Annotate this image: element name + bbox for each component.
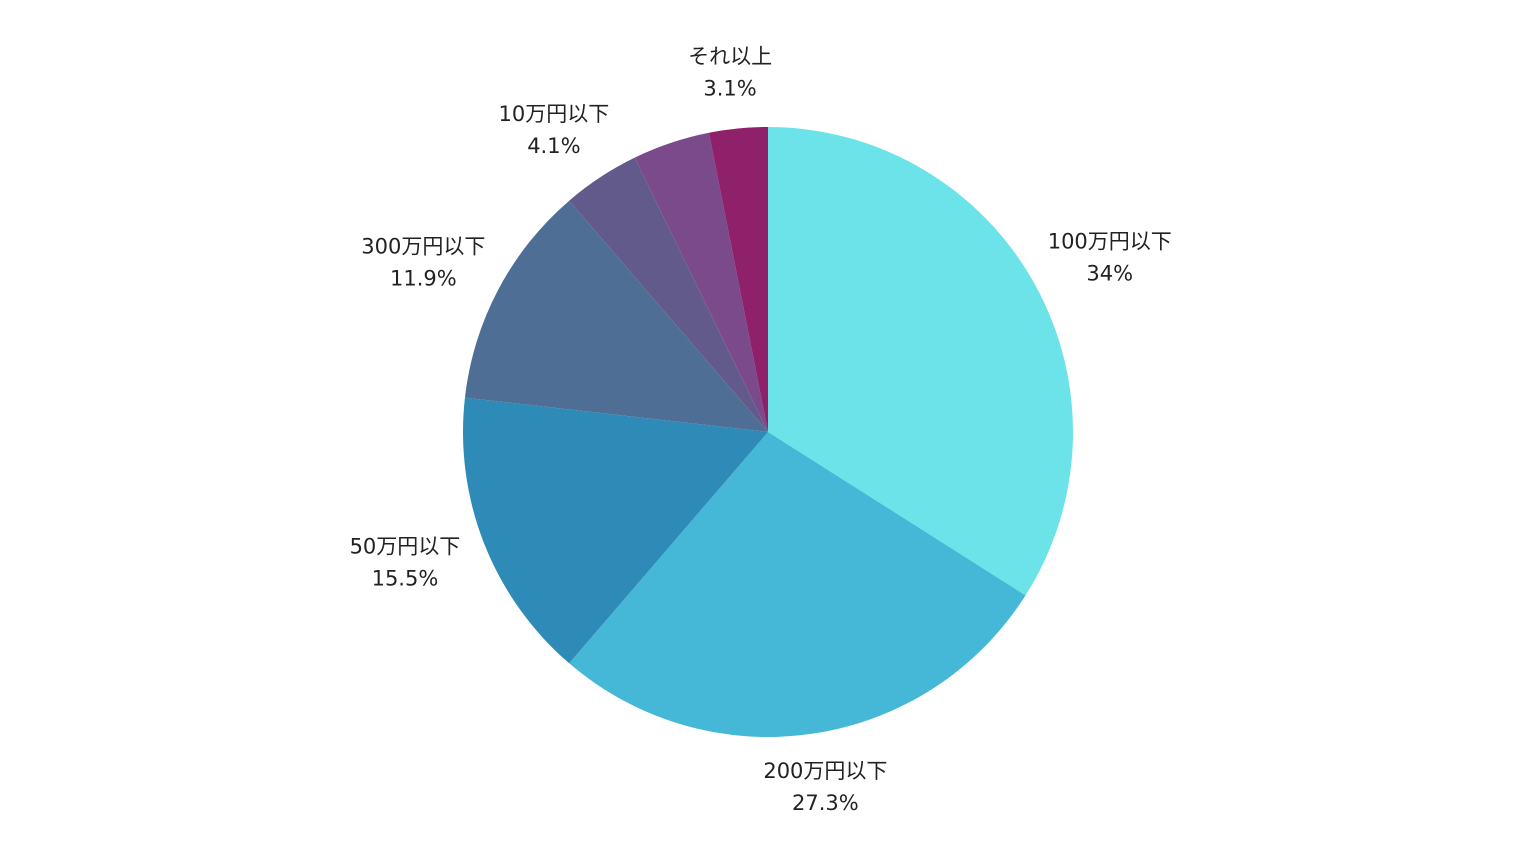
pie-slice <box>463 397 768 664</box>
pie-slice <box>708 127 768 432</box>
value-label: 34% <box>1086 262 1133 286</box>
value-label: 27.3% <box>792 791 859 815</box>
value-label: 11.9% <box>390 267 457 291</box>
pie-slice <box>464 200 768 432</box>
pie-slice <box>569 157 768 432</box>
pie-slice <box>634 132 768 432</box>
slice-label: 100万円以下 <box>1048 230 1172 254</box>
pie-slice <box>768 127 1073 596</box>
slice-label: 200万円以下 <box>763 759 887 783</box>
pie-slice <box>569 432 1026 737</box>
slice-label: 50万円以下 <box>350 534 461 558</box>
value-label: 4.1% <box>527 134 580 158</box>
slice-label: それ以上 <box>688 45 772 69</box>
slice-label: 10万円以下 <box>499 102 610 126</box>
value-label: 3.1% <box>703 77 756 101</box>
slice-label: 300万円以下 <box>361 235 485 259</box>
value-label: 15.5% <box>372 566 439 590</box>
